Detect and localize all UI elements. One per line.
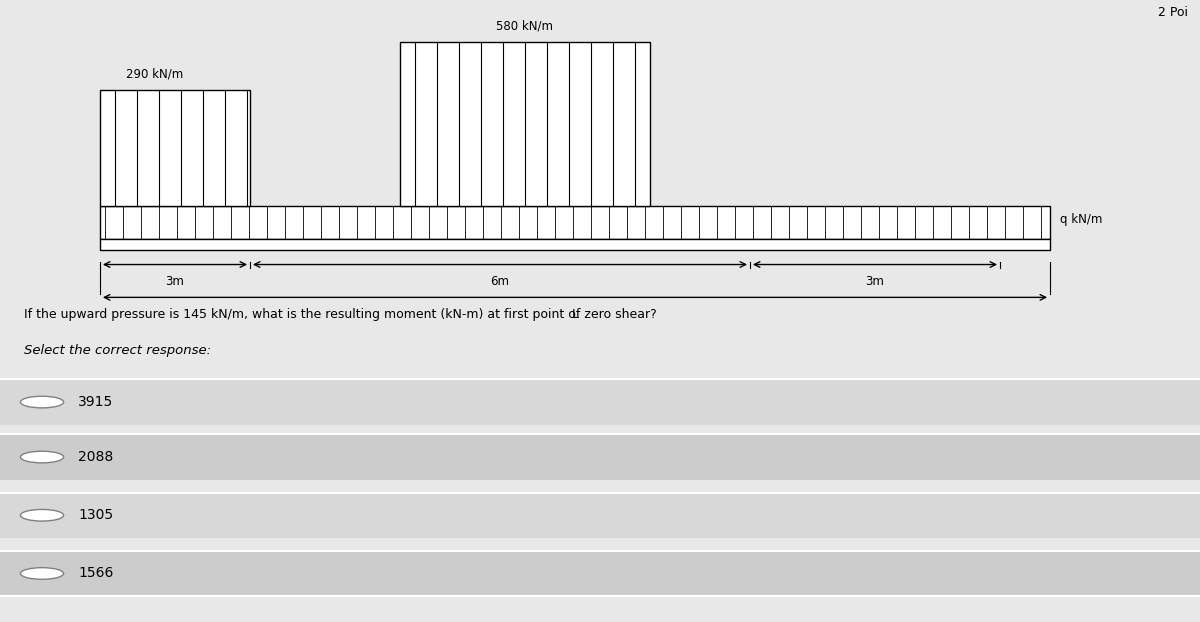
Bar [100,239,1050,249]
Text: q kN/m: q kN/m [1060,213,1103,226]
FancyBboxPatch shape [0,551,1200,596]
Text: If the upward pressure is 145 kN/m, what is the resulting moment (kN-m) at first: If the upward pressure is 145 kN/m, what… [24,309,656,322]
Bar [400,42,650,206]
Text: L: L [571,308,578,321]
Text: 6m: 6m [491,276,510,288]
Text: 3m: 3m [166,276,185,288]
Text: 580 kN/m: 580 kN/m [497,20,553,33]
Text: Select the correct response:: Select the correct response: [24,344,211,357]
Text: 1305: 1305 [78,508,113,522]
Circle shape [20,451,64,463]
Text: 3915: 3915 [78,395,113,409]
FancyBboxPatch shape [0,493,1200,538]
Text: 3m: 3m [865,276,884,288]
Text: 2 Poi: 2 Poi [1158,6,1188,19]
Bar [100,206,1050,239]
Text: 1566: 1566 [78,567,113,580]
Bar [100,90,250,206]
FancyBboxPatch shape [0,434,1200,480]
Text: 290 kN/m: 290 kN/m [126,68,184,81]
Circle shape [20,396,64,408]
Text: 2088: 2088 [78,450,113,464]
FancyBboxPatch shape [0,379,1200,425]
Circle shape [20,509,64,521]
Circle shape [20,568,64,579]
